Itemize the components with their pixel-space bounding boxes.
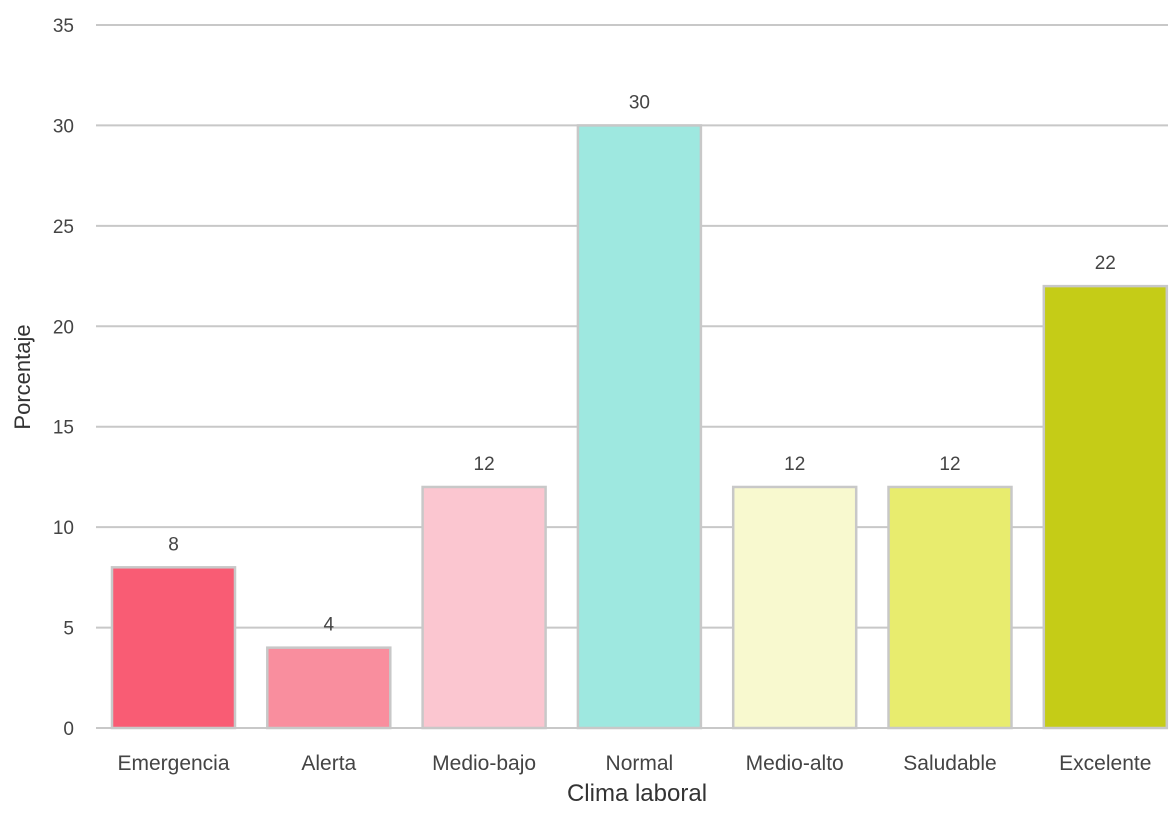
x-tick-label: Saludable <box>903 752 996 775</box>
y-tick-label: 30 <box>53 116 74 137</box>
x-tick-label: Medio-alto <box>746 752 844 775</box>
x-tick-label: Emergencia <box>117 752 229 775</box>
y-tick-label: 15 <box>53 418 74 439</box>
x-axis-categories: Emergencia Alerta Medio-bajo Normal Medio-al… <box>117 752 1151 775</box>
y-axis-title: Porcentaje <box>10 324 35 429</box>
y-tick-label: 35 <box>53 16 74 37</box>
y-tick-label: 10 <box>53 518 74 539</box>
data-label: 30 <box>629 92 650 113</box>
y-tick-label: 0 <box>63 719 74 740</box>
y-axis-ticks: 0 5 10 15 20 25 30 35 <box>53 16 74 740</box>
x-tick-label: Medio-bajo <box>432 752 536 775</box>
y-tick-label: 20 <box>53 317 74 338</box>
bar-medio-alto <box>731 485 858 730</box>
data-label: 22 <box>1095 253 1116 274</box>
data-label: 12 <box>474 454 495 475</box>
y-tick-label: 25 <box>53 217 74 238</box>
bar-emergencia <box>110 566 237 730</box>
x-tick-label: Alerta <box>301 752 356 775</box>
x-axis-title: Clima laboral <box>567 780 707 807</box>
bars <box>110 124 1169 730</box>
x-tick-label: Normal <box>606 752 674 775</box>
bar-alerta <box>266 646 392 730</box>
bar-excelente <box>1042 284 1169 730</box>
data-label: 4 <box>324 615 335 636</box>
data-label: 8 <box>168 534 179 555</box>
data-labels: 8 4 12 30 12 12 22 <box>168 92 1116 635</box>
bar-normal <box>576 124 703 730</box>
x-tick-label: Excelente <box>1059 752 1151 775</box>
bar-medio-bajo <box>421 485 547 730</box>
bar-saludable <box>887 485 1013 730</box>
y-tick-label: 5 <box>63 619 74 640</box>
data-label: 12 <box>784 454 805 475</box>
data-label: 12 <box>939 454 960 475</box>
